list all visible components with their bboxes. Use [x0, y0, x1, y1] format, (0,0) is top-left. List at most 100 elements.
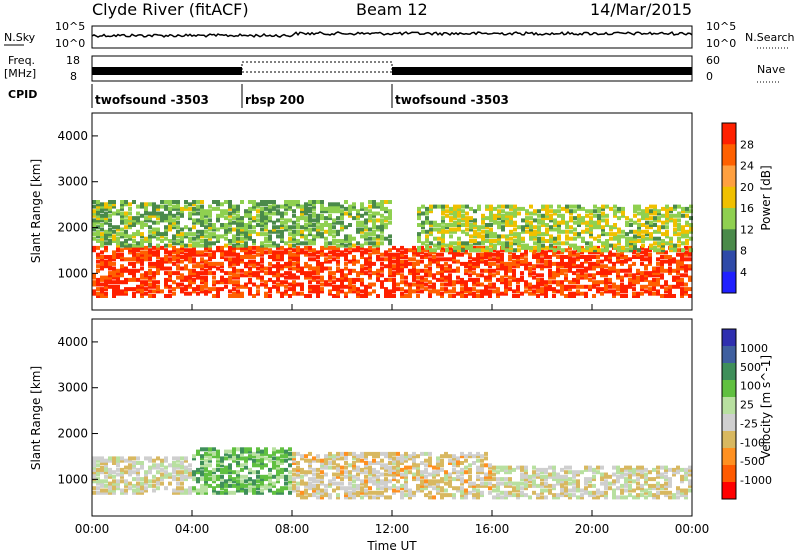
- heatmap-cell: [524, 259, 528, 264]
- heatmap-cell: [408, 271, 412, 276]
- heatmap-cell: [656, 271, 660, 276]
- heatmap-cell: [280, 282, 284, 287]
- colorbar-tick-label: 4: [740, 266, 747, 279]
- heatmap-cell: [320, 277, 324, 282]
- heatmap-cell: [148, 250, 152, 255]
- heatmap-cell: [256, 261, 260, 266]
- heatmap-cell: [168, 252, 172, 257]
- heatmap-cell: [320, 252, 324, 257]
- heatmap-cell: [424, 268, 428, 273]
- heatmap-cell: [348, 495, 352, 500]
- heatmap-cell: [553, 248, 557, 253]
- heatmap-cell: [476, 465, 480, 470]
- y-tick-label: 4000: [57, 129, 88, 143]
- heatmap-cell: [668, 271, 672, 276]
- heatmap-cell: [392, 477, 396, 482]
- heatmap-cell: [637, 234, 641, 239]
- heatmap-cell: [272, 220, 276, 225]
- heatmap-cell: [180, 227, 184, 232]
- heatmap-cell: [672, 277, 676, 282]
- heatmap-cell: [513, 211, 517, 216]
- heatmap-cell: [320, 481, 324, 486]
- heatmap-cell: [477, 206, 481, 211]
- heatmap-cell: [576, 472, 580, 477]
- heatmap-cell: [404, 282, 408, 287]
- heatmap-cell: [601, 204, 605, 209]
- heatmap-cell: [572, 264, 576, 269]
- heatmap-cell: [244, 211, 248, 216]
- heatmap-cell: [140, 241, 144, 246]
- heatmap-cell: [560, 486, 564, 491]
- heatmap-cell: [332, 250, 336, 255]
- heatmap-cell: [276, 456, 280, 461]
- heatmap-cell: [388, 271, 392, 276]
- heatmap-cell: [456, 268, 460, 273]
- heatmap-cell: [180, 289, 184, 294]
- heatmap-cell: [312, 227, 316, 232]
- heatmap-cell: [480, 255, 484, 259]
- heatmap-cell: [280, 232, 284, 237]
- heatmap-cell: [296, 218, 300, 223]
- heatmap-cell: [296, 223, 300, 227]
- heatmap-cell: [196, 252, 200, 257]
- heatmap-cell: [152, 280, 156, 285]
- heatmap-cell: [276, 252, 280, 257]
- heatmap-cell: [352, 268, 356, 273]
- heatmap-cell: [456, 488, 460, 493]
- heatmap-cell: [444, 493, 448, 498]
- heatmap-cell: [220, 470, 224, 475]
- heatmap-cell: [200, 461, 204, 465]
- heatmap-cell: [437, 204, 441, 209]
- heatmap-cell: [252, 271, 256, 276]
- heatmap-cell: [616, 287, 620, 292]
- heatmap-cell: [172, 225, 176, 230]
- heatmap-cell: [100, 488, 104, 493]
- heatmap-cell: [220, 467, 224, 472]
- heatmap-cell: [668, 467, 672, 472]
- heatmap-cell: [296, 229, 300, 234]
- heatmap-cell: [268, 483, 272, 488]
- heatmap-cell: [228, 483, 232, 488]
- heatmap-cell: [228, 289, 232, 294]
- heatmap-cell: [100, 264, 104, 269]
- heatmap-cell: [584, 257, 588, 262]
- heatmap-cell: [425, 220, 429, 225]
- heatmap-cell: [676, 465, 680, 470]
- heatmap-cell: [660, 273, 664, 278]
- heatmap-cell: [641, 239, 645, 243]
- heatmap-cell: [232, 266, 236, 271]
- heatmap-cell: [216, 483, 220, 488]
- heatmap-cell: [200, 470, 204, 475]
- heatmap-cell: [536, 474, 540, 479]
- heatmap-cell: [148, 252, 152, 257]
- heatmap-cell: [440, 257, 444, 262]
- heatmap-cell: [628, 467, 632, 472]
- heatmap-cell: [680, 493, 684, 498]
- heatmap-cell: [196, 479, 200, 484]
- heatmap-cell: [588, 250, 592, 255]
- heatmap-cell: [468, 463, 472, 468]
- heatmap-cell: [669, 239, 673, 243]
- heatmap-cell: [504, 291, 508, 296]
- heatmap-cell: [660, 266, 664, 271]
- heatmap-cell: [364, 490, 368, 495]
- heatmap-cell: [468, 289, 472, 294]
- heatmap-cell: [408, 465, 412, 470]
- heatmap-cell: [344, 495, 348, 500]
- heatmap-cell: [284, 202, 288, 207]
- heatmap-cell: [108, 277, 112, 282]
- heatmap-cell: [673, 243, 677, 248]
- heatmap-cell: [452, 470, 456, 475]
- heatmap-cell: [660, 486, 664, 491]
- heatmap-cell: [272, 229, 276, 234]
- heatmap-cell: [108, 284, 112, 289]
- heatmap-cell: [612, 294, 616, 298]
- heatmap-cell: [564, 477, 568, 482]
- heatmap-cell: [140, 266, 144, 271]
- heatmap-cell: [156, 255, 160, 259]
- heatmap-cell: [680, 266, 684, 271]
- heatmap-cell: [368, 472, 372, 477]
- heatmap-cell: [496, 470, 500, 475]
- heatmap-cell: [244, 479, 248, 484]
- heatmap-cell: [597, 216, 601, 221]
